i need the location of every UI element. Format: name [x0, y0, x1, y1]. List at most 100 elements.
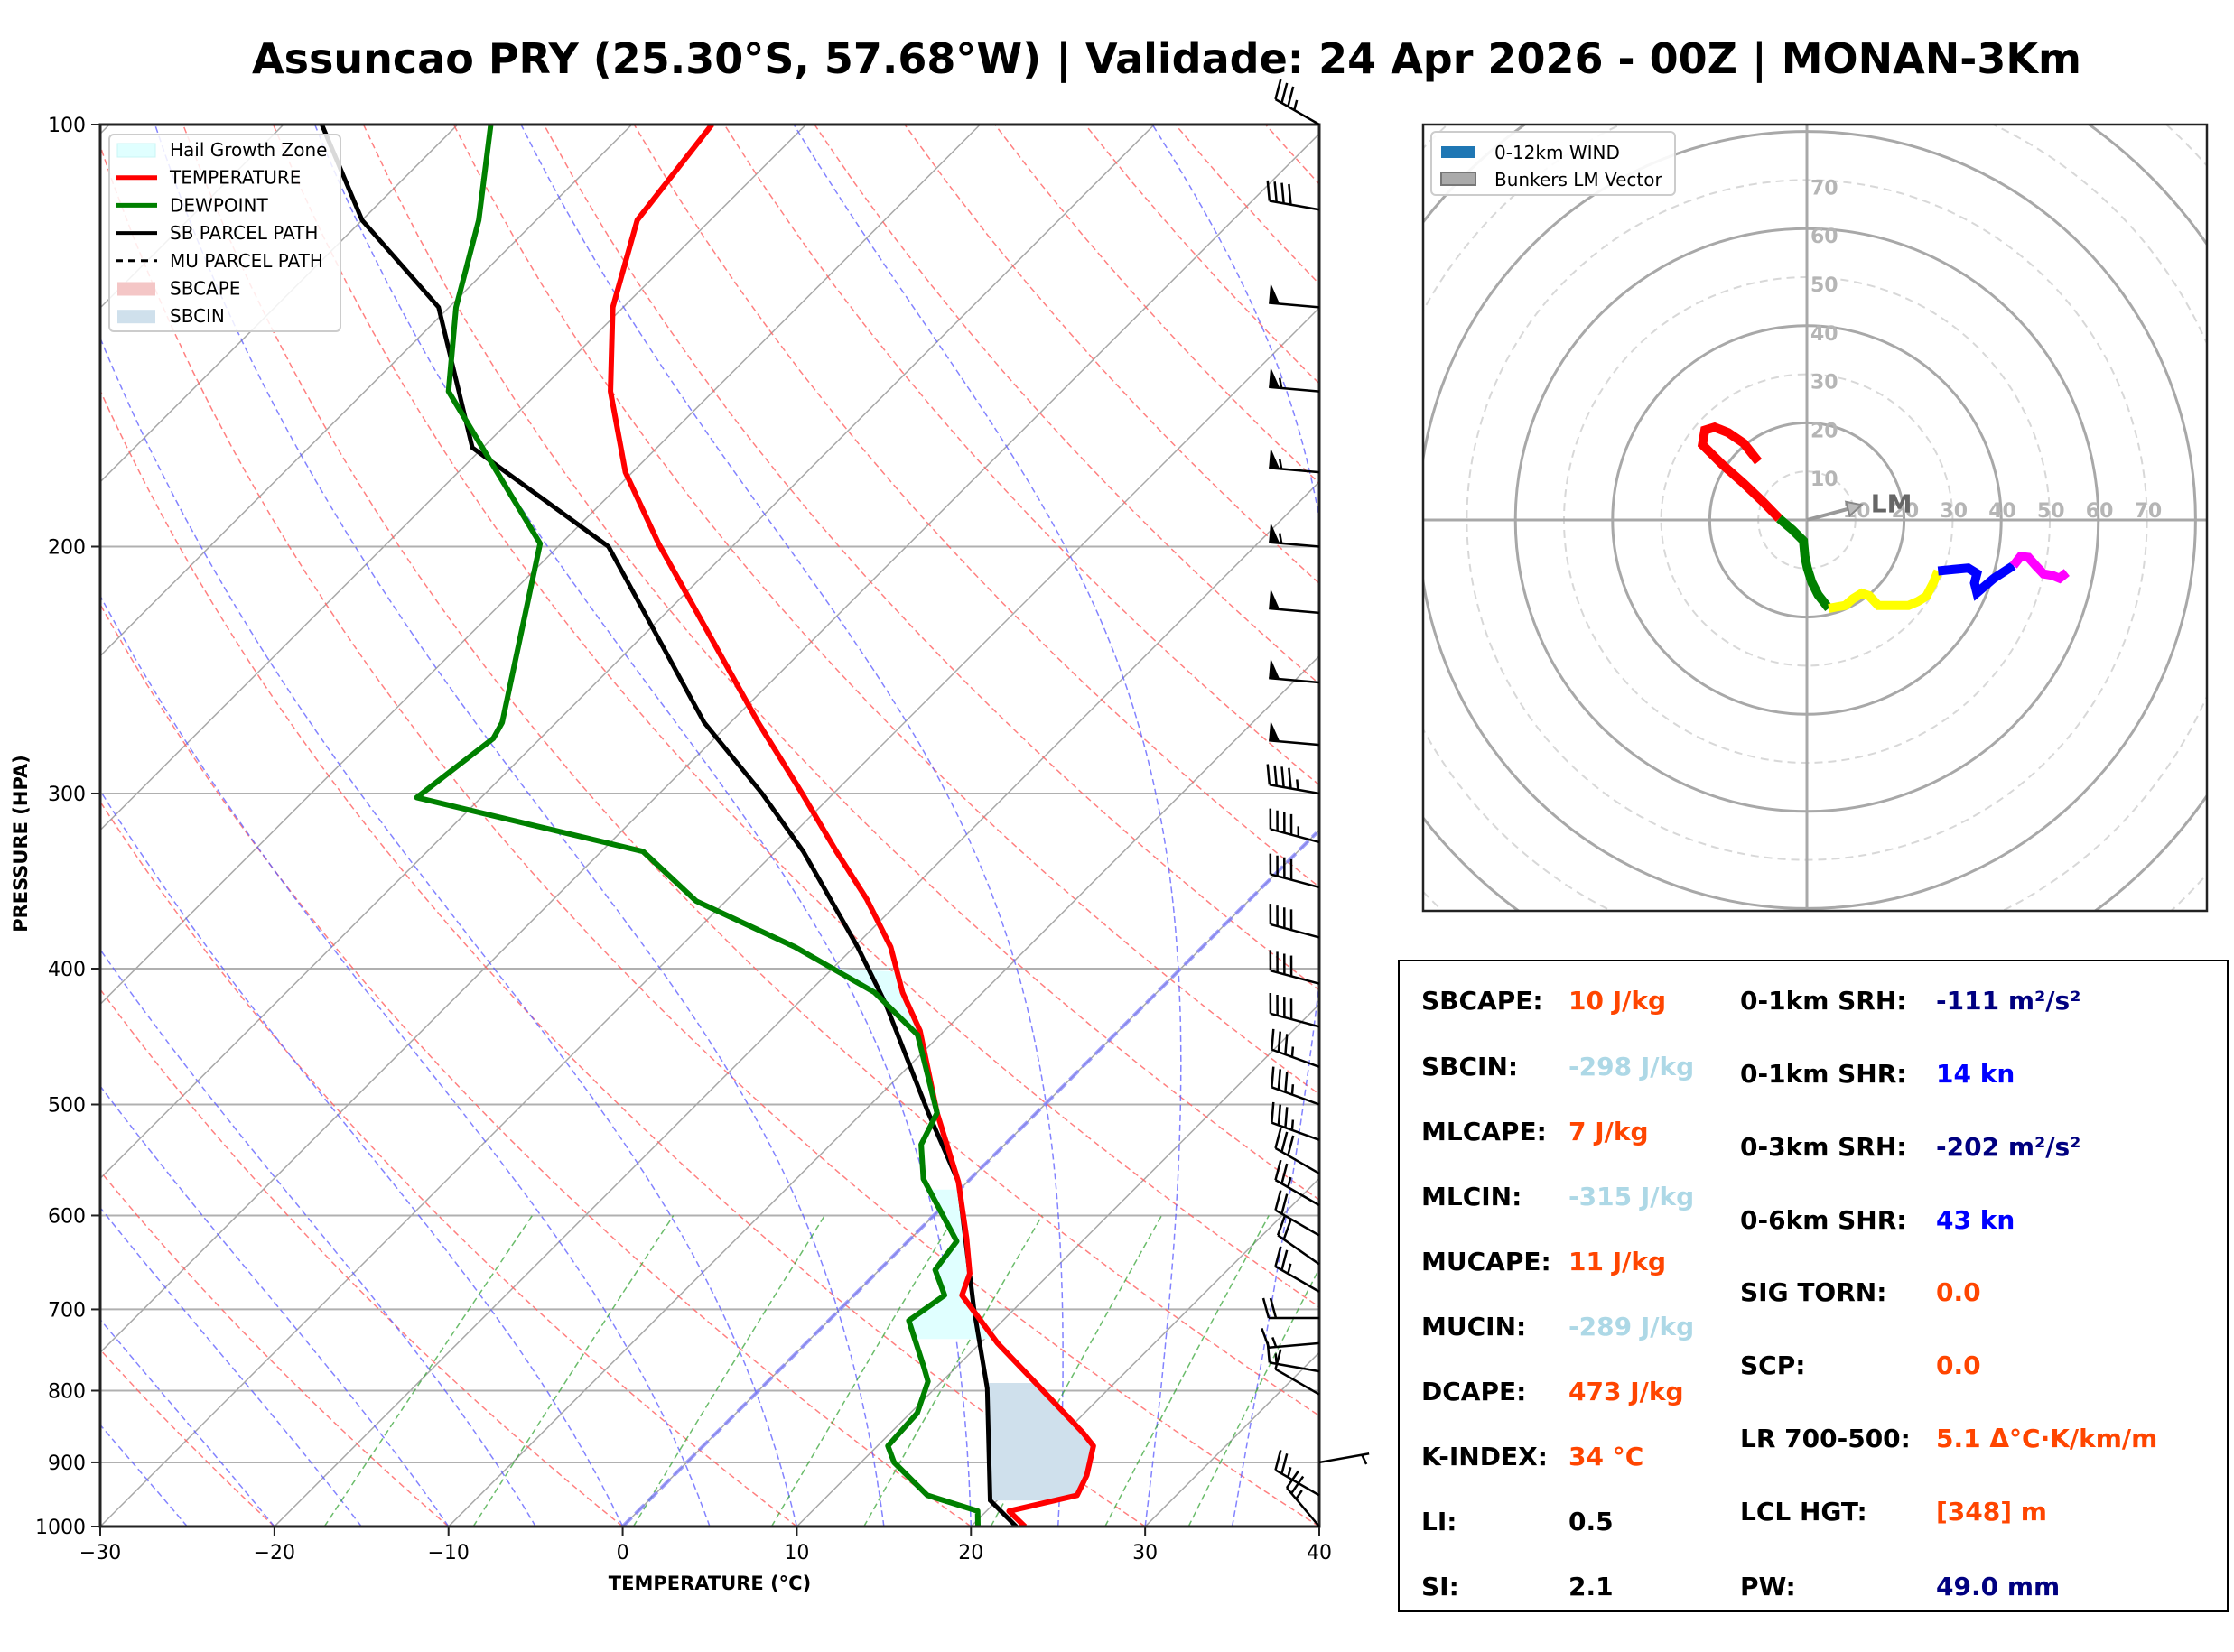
legend-label: TEMPERATURE	[169, 167, 301, 189]
bunkers-lm-arrowhead	[1844, 500, 1864, 518]
wind-barb-flag	[1288, 767, 1292, 789]
stat-value: 5.1 Δ°C·K/km/m	[1936, 1424, 2158, 1453]
y-tick-label: 400	[48, 959, 86, 981]
wind-barb-pennant	[1269, 589, 1280, 610]
y-tick-label: 600	[48, 1205, 86, 1228]
wind-barb-flag	[1280, 1249, 1289, 1271]
wind-barb-flag	[1277, 1069, 1282, 1091]
wind-barb	[1274, 1128, 1320, 1175]
wind-barb-flag	[1290, 1475, 1305, 1494]
wind-barb	[1271, 1066, 1320, 1106]
hodograph-ring-label: 60	[1810, 226, 1838, 248]
isotherm-line	[448, 654, 1319, 1527]
dry-adiabat-line	[362, 125, 1319, 1202]
wind-barb-flag	[1280, 766, 1285, 788]
wind-barb	[1271, 1101, 1320, 1141]
x-tick-label: 20	[958, 1542, 983, 1564]
wind-barb	[1269, 950, 1320, 985]
wind-barb-flag	[1287, 86, 1295, 107]
wind-barb-half-flag	[1295, 1490, 1303, 1500]
wind-barb-staff	[1318, 1452, 1370, 1464]
wind-barb	[1269, 808, 1320, 844]
wind-barb-flag	[1273, 765, 1278, 786]
isotherm-line	[100, 125, 633, 657]
wind-barb-flag	[1280, 182, 1285, 204]
hail-growth-zone-fill	[909, 1189, 995, 1340]
stats-panel: SBCAPE: 10 J/kg SBCIN: -298 J/kg MLCAPE: 7 J/…	[1398, 960, 2229, 1612]
wind-barb-flag	[1274, 1159, 1282, 1181]
wind-barb-flag	[1274, 1128, 1282, 1149]
wind-barb-half-flag	[1287, 1467, 1292, 1478]
wind-barb	[1266, 180, 1320, 211]
moist-adiabat-line	[313, 125, 973, 1527]
wind-barb-half-flag	[1361, 1454, 1368, 1465]
wind-barb-flag	[1284, 1034, 1289, 1055]
wind-barb-flag	[1280, 1453, 1289, 1474]
stat-label: K-INDEX:	[1421, 1442, 1548, 1471]
mixing-ratio-line	[1187, 1267, 1319, 1527]
legend-label: 0-12km WIND	[1494, 142, 1620, 163]
stat-value: 2.1	[1568, 1572, 1614, 1601]
dry-adiabat-line	[100, 988, 624, 1527]
wind-barb-flag	[1274, 1450, 1282, 1471]
y-tick-label: 200	[48, 536, 86, 559]
wind-barb-flag	[1284, 1107, 1289, 1128]
wind-barb-flag	[1276, 1215, 1287, 1236]
legend-label: DEWPOINT	[170, 194, 268, 216]
stat-label: MLCAPE:	[1421, 1117, 1547, 1146]
wind-barb-flag	[1280, 1193, 1289, 1214]
wind-barb-flag	[1274, 1246, 1282, 1267]
wind-barb-flag	[1282, 1220, 1292, 1240]
x-tick-label: 40	[1307, 1542, 1332, 1564]
moist-adiabat-line	[100, 789, 624, 1527]
wind-barb	[1276, 1215, 1320, 1266]
stat-value: -202 m²/s²	[1936, 1132, 2081, 1162]
wind-barb-flag	[1280, 82, 1289, 104]
wind-barb	[1274, 1450, 1320, 1497]
hodograph-ring-label: 40	[1810, 323, 1838, 346]
hodograph-ring	[1423, 125, 2207, 911]
moist-adiabat-line	[1151, 125, 1319, 1527]
wind-barb	[1266, 764, 1320, 795]
wind-barb	[1274, 1349, 1320, 1396]
hodograph-ring-label: 50	[2037, 500, 2065, 523]
stat-label: 0-6km SHR:	[1740, 1205, 1907, 1235]
x-tick-label: 0	[617, 1542, 629, 1564]
stat-label: DCAPE:	[1421, 1377, 1527, 1406]
stat-label: SIG TORN:	[1740, 1277, 1887, 1307]
wind-barb-staff	[1271, 1121, 1320, 1141]
wind-barb-half-flag	[1271, 1336, 1278, 1348]
wind-barb	[1318, 1452, 1370, 1465]
legend-swatch	[116, 143, 156, 158]
stat-label: MUCIN:	[1421, 1312, 1527, 1341]
wind-barb-half-flag	[1290, 1084, 1295, 1095]
legend-label: MU PARCEL PATH	[170, 250, 323, 272]
stat-value: 10 J/kg	[1568, 986, 1667, 1016]
wind-barb-staff	[1270, 969, 1320, 985]
moist-adiabat-line	[100, 1318, 275, 1527]
wind-barb-half-flag	[1287, 1263, 1292, 1275]
legend-swatch	[117, 282, 155, 296]
stat-label: 0-1km SRH:	[1740, 986, 1907, 1016]
stat-value: 0.0	[1936, 1350, 1981, 1380]
mixing-ratio-line	[323, 1215, 534, 1527]
legend-swatch	[1440, 172, 1476, 186]
hodograph-ring-label: 30	[1810, 372, 1838, 394]
moist-adiabat-line	[154, 125, 885, 1527]
stat-value: -315 J/kg	[1568, 1182, 1695, 1211]
wind-barb-staff	[1269, 1341, 1320, 1350]
stat-label: LR 700-500:	[1740, 1424, 1911, 1453]
dry-adiabat-line	[100, 144, 1319, 1527]
wind-barb-staff	[1271, 1048, 1320, 1068]
wind-barb-staff	[1270, 923, 1320, 939]
wind-barb-flag	[1271, 1101, 1275, 1123]
mixing-ratio-line	[472, 1215, 675, 1527]
mixing-ratio-line	[632, 1215, 825, 1527]
mixing-ratio-line	[1104, 1215, 1270, 1527]
wind-barb-pennant	[1269, 283, 1280, 304]
stat-label: SCP:	[1740, 1350, 1806, 1380]
wind-barb	[1269, 658, 1320, 684]
wind-barb-staff	[1270, 828, 1320, 844]
wind-barb	[1261, 1297, 1319, 1320]
isotherm-line	[100, 125, 1155, 1180]
